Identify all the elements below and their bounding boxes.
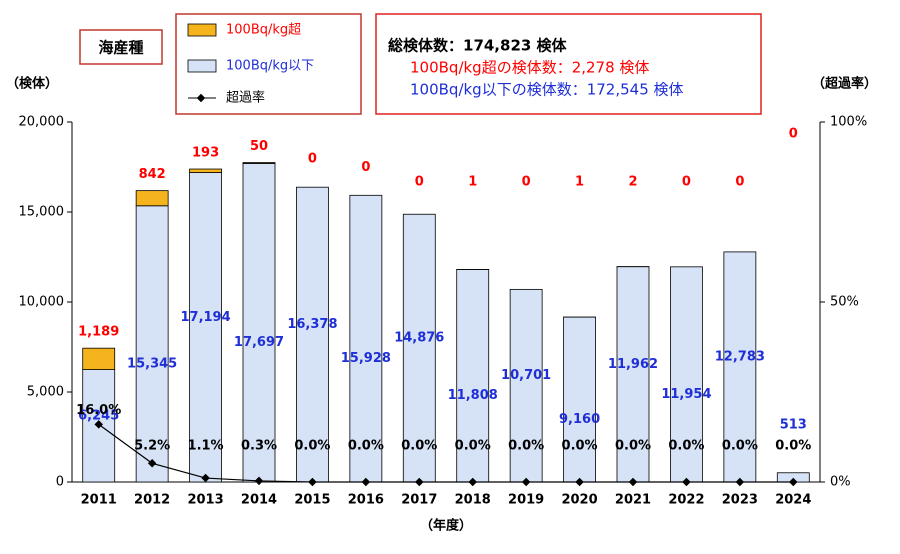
y-tick-label: 15,000 [19, 205, 65, 220]
data-label: 50 [250, 139, 268, 154]
data-label: 17,697 [234, 335, 284, 350]
data-label: 0 [361, 160, 370, 175]
y2-tick-label: 100% [830, 115, 867, 130]
x-axis-label: （年度） [420, 518, 472, 534]
data-label: 1,189 [78, 325, 119, 340]
x-tick-label: 2015 [294, 493, 330, 508]
legend-swatch [188, 60, 216, 72]
data-label: 15,928 [341, 351, 391, 366]
x-tick-label: 2022 [668, 493, 704, 508]
x-tick-label: 2019 [508, 493, 544, 508]
data-label: 10,701 [501, 368, 551, 383]
chart-label: 海産種 [98, 39, 143, 57]
y-tick-label: 10,000 [19, 295, 65, 310]
data-label: 0 [682, 175, 691, 190]
note: 100Bq/kg以下の検体数：172,545 検体 [410, 81, 684, 99]
x-tick-label: 2013 [187, 493, 223, 508]
bar [136, 191, 168, 206]
data-label: 11,962 [608, 357, 658, 372]
data-label: 0 [735, 175, 744, 190]
data-label: 193 [192, 146, 219, 161]
data-label: 0.0% [668, 439, 704, 454]
data-label: 842 [139, 167, 166, 182]
data-label: 12,783 [715, 349, 765, 364]
x-tick-label: 2018 [455, 493, 491, 508]
bar [190, 173, 222, 482]
bar [83, 348, 115, 369]
legend-swatch [188, 24, 216, 36]
y-tick-label: 0 [56, 475, 64, 490]
legend-label: 100Bq/kg超 [226, 23, 301, 38]
data-label: 0.0% [562, 439, 598, 454]
data-label: 17,194 [180, 310, 230, 325]
data-label: 14,876 [394, 331, 444, 346]
data-label: 0.3% [241, 439, 277, 454]
data-label: 0.0% [508, 439, 544, 454]
data-label: 11,954 [661, 387, 711, 402]
x-tick-label: 2020 [561, 493, 597, 508]
x-tick-label: 2021 [615, 493, 651, 508]
bar [564, 317, 596, 482]
y2-tick-label: 50% [830, 295, 859, 310]
x-tick-label: 2017 [401, 493, 437, 508]
data-label: 11,808 [448, 388, 498, 403]
data-label: 0.0% [401, 439, 437, 454]
data-label: 0 [522, 175, 531, 190]
data-label: 15,345 [127, 356, 177, 371]
bar [243, 163, 275, 164]
data-label: 0.0% [455, 439, 491, 454]
x-tick-label: 2014 [241, 493, 277, 508]
data-label: 513 [780, 417, 807, 432]
data-label: 5.2% [134, 439, 170, 454]
data-label: 0.0% [722, 439, 758, 454]
data-label: 0.0% [294, 439, 330, 454]
data-label: 2 [628, 175, 637, 190]
bar [243, 163, 275, 482]
y-axis-label: （検体） [6, 76, 58, 92]
note: 総検体数：174,823 検体 [388, 37, 568, 55]
y-tick-label: 5,000 [27, 385, 64, 400]
data-label: 0.0% [348, 439, 384, 454]
data-label: 0 [789, 127, 798, 142]
data-label: 0 [415, 175, 424, 190]
y2-axis-label: （超過率） [812, 76, 877, 92]
data-label: 1 [575, 175, 584, 190]
x-tick-label: 2011 [81, 493, 117, 508]
data-label: 0.0% [615, 439, 651, 454]
data-label: 0 [308, 152, 317, 167]
data-label: 1.1% [188, 439, 224, 454]
data-label: 16,378 [287, 317, 337, 332]
x-tick-label: 2024 [775, 493, 811, 508]
x-tick-label: 2016 [348, 493, 384, 508]
bar [190, 169, 222, 172]
y-tick-label: 20,000 [19, 115, 65, 130]
data-label: 9,160 [559, 412, 600, 427]
data-label: 0.0% [775, 439, 811, 454]
x-tick-label: 2023 [722, 493, 758, 508]
data-label: 1 [468, 175, 477, 190]
x-tick-label: 2012 [134, 493, 170, 508]
legend-label: 超過率 [226, 90, 265, 106]
y2-tick-label: 0% [830, 475, 851, 490]
data-label: 16.0% [76, 403, 121, 418]
legend-label: 100Bq/kg以下 [226, 59, 314, 74]
note: 100Bq/kg超の検体数：2,278 検体 [410, 59, 649, 77]
